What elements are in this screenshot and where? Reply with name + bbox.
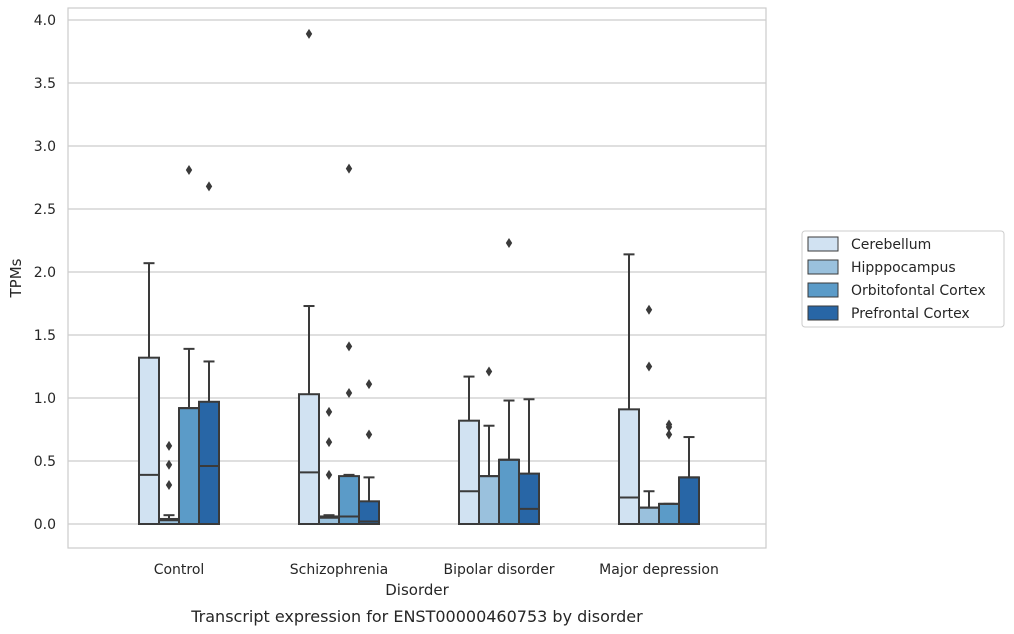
y-axis-title: TPMs [7,258,25,298]
box-prefrontal-cortex [198,181,220,525]
y-tick-label: 3.5 [34,76,56,92]
x-axis-title: Disorder [385,581,449,599]
outlier-point [345,387,353,398]
y-tick-label: 1.5 [34,328,56,344]
plot-frame [67,7,767,549]
outlier-point [325,469,333,480]
outlier-point [305,28,313,39]
legend-label: Hipppocampus [851,260,956,276]
box-cerebellum [618,253,640,525]
legend-swatch [807,259,839,275]
box [198,400,220,525]
y-tick-label: 4.0 [34,13,56,29]
box [678,476,700,526]
outlier-point [645,361,653,372]
box-orbitofontal-cortex [178,164,200,525]
box [638,506,660,525]
box [618,408,640,525]
box [498,458,520,525]
outlier-point [365,429,373,440]
box-hipppocampus [318,406,340,526]
outlier-point [645,304,653,315]
y-tick-label: 0.5 [34,454,56,470]
x-tick-label: Control [154,562,205,578]
x-tick-label: Bipolar disorder [443,562,554,578]
legend-label: Cerebellum [851,237,931,253]
outlier-point [165,459,173,470]
box-cerebellum [298,28,320,525]
legend-label: Prefrontal Cortex [851,306,970,322]
box-orbitofontal-cortex [498,238,520,525]
outlier-point [325,437,333,448]
y-tick-label: 2.0 [34,265,56,281]
y-tick-label: 0.0 [34,517,56,533]
box [518,472,540,526]
box-hipppocampus [158,440,180,526]
box [338,475,360,525]
box-prefrontal-cortex [358,379,380,526]
box [458,419,480,525]
legend-swatch [807,236,839,252]
box [358,500,380,526]
x-tick-label: Major depression [599,562,719,578]
legend-swatch [807,305,839,321]
box-layer [138,28,700,526]
box-cerebellum [138,262,160,525]
outlier-point [365,379,373,390]
legend-frame [801,230,1005,328]
outlier-point [165,479,173,490]
outlier-point [185,164,193,175]
outlier-point [505,238,513,249]
legend-label: Orbitofontal Cortex [851,283,986,299]
outlier-point [345,341,353,352]
outlier-point [345,163,353,174]
x-axis-ticks: Control Schizophrenia Bipolar disorder Majo… [154,562,719,578]
outlier-point [665,419,673,430]
y-axis-ticks: 0.0 0.5 1.0 1.5 2.0 2.5 3.0 3.5 4.0 [34,13,56,533]
outlier-point [485,366,493,377]
y-tick-label: 3.0 [34,139,56,155]
x-tick-label: Schizophrenia [290,562,388,578]
outlier-point [665,429,673,440]
y-tick-label: 1.0 [34,391,56,407]
box [138,356,160,525]
box-orbitofontal-cortex [338,163,360,525]
y-tick-label: 2.5 [34,202,56,218]
box [658,502,680,525]
box-prefrontal-cortex [678,436,700,526]
box-hipppocampus [478,366,500,525]
box [178,407,200,525]
outlier-point [325,406,333,417]
box-hipppocampus [638,304,660,525]
legend: Cerebellum Hipppocampus Orbitofontal Corte… [801,230,1005,328]
legend-swatch [807,282,839,298]
outlier-point [205,181,213,192]
box [478,475,500,525]
box [298,393,320,525]
box-orbitofontal-cortex [658,419,680,525]
box-prefrontal-cortex [518,398,540,526]
box-cerebellum [458,375,480,525]
chart-caption: Transcript expression for ENST0000046075… [190,607,643,626]
outlier-point [165,440,173,451]
gridlines [68,19,766,525]
